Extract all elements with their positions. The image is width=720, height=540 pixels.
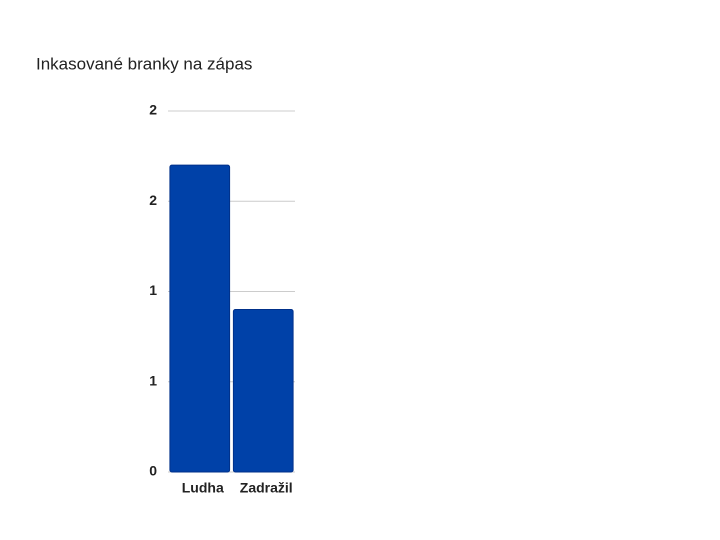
chart-title: Inkasované branky na zápas xyxy=(36,54,252,73)
y-tick-label: 1 xyxy=(149,282,157,298)
y-tick-label: 2 xyxy=(149,192,157,208)
bar xyxy=(232,309,294,473)
x-tick-label: Ludha xyxy=(182,480,224,496)
y-tick-label: 2 xyxy=(149,102,157,118)
y-tick-label: 0 xyxy=(149,463,157,479)
y-tick-label: 1 xyxy=(149,372,157,388)
x-tick-label: Zadražil xyxy=(240,480,293,496)
bar xyxy=(169,164,231,473)
